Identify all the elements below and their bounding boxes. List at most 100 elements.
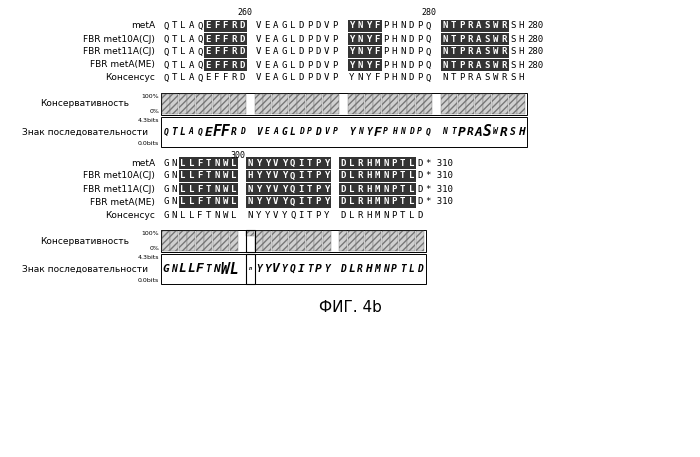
- Text: Q: Q: [426, 21, 431, 31]
- Bar: [365, 59, 373, 71]
- Text: R: R: [468, 48, 473, 57]
- Bar: [373, 46, 382, 58]
- Text: n: n: [248, 266, 252, 271]
- Text: F: F: [212, 124, 221, 139]
- Text: G: G: [281, 34, 287, 43]
- Bar: [213, 231, 220, 251]
- Text: * 310: * 310: [426, 185, 452, 193]
- Text: Консервативность: Консервативность: [41, 100, 130, 108]
- Bar: [204, 59, 213, 71]
- Bar: [297, 196, 305, 208]
- Bar: [356, 170, 365, 182]
- Text: M: M: [374, 197, 380, 207]
- Text: P: P: [332, 48, 338, 57]
- Text: Y: Y: [265, 171, 270, 181]
- Text: T: T: [172, 74, 177, 83]
- Text: * 310: * 310: [426, 197, 452, 207]
- Text: R: R: [231, 34, 237, 43]
- Text: N: N: [172, 185, 177, 193]
- Bar: [339, 183, 347, 195]
- Bar: [440, 59, 449, 71]
- Text: F: F: [197, 197, 202, 207]
- Text: A: A: [273, 60, 279, 69]
- Bar: [178, 170, 187, 182]
- Bar: [238, 94, 246, 114]
- Text: G: G: [281, 48, 287, 57]
- Bar: [238, 46, 246, 58]
- Bar: [272, 183, 280, 195]
- Text: A: A: [476, 21, 482, 31]
- Bar: [221, 59, 230, 71]
- Text: L: L: [180, 159, 186, 168]
- Bar: [373, 33, 382, 45]
- Bar: [373, 157, 382, 169]
- Text: P: P: [316, 185, 321, 193]
- Text: L: L: [188, 211, 194, 219]
- Text: W: W: [223, 211, 228, 219]
- Bar: [204, 94, 212, 114]
- Bar: [347, 20, 356, 32]
- Bar: [407, 157, 416, 169]
- Bar: [340, 231, 347, 251]
- Bar: [204, 157, 213, 169]
- Text: Y: Y: [324, 185, 330, 193]
- Bar: [178, 196, 187, 208]
- Text: D: D: [340, 264, 346, 274]
- Text: E: E: [265, 60, 270, 69]
- Text: F: F: [196, 262, 204, 276]
- Text: A: A: [273, 128, 278, 137]
- Text: N: N: [400, 34, 405, 43]
- Text: V: V: [273, 185, 279, 193]
- Text: N: N: [214, 171, 219, 181]
- Bar: [483, 46, 491, 58]
- Bar: [305, 183, 314, 195]
- Text: N: N: [214, 159, 219, 168]
- Bar: [407, 94, 415, 114]
- Bar: [348, 231, 356, 251]
- Text: L: L: [180, 34, 186, 43]
- Text: M: M: [374, 159, 380, 168]
- Bar: [365, 157, 373, 169]
- Text: W: W: [223, 197, 228, 207]
- Bar: [365, 170, 373, 182]
- Text: R: R: [467, 127, 474, 137]
- Text: G: G: [163, 211, 169, 219]
- Bar: [365, 196, 373, 208]
- Text: V: V: [324, 74, 330, 83]
- Text: W: W: [223, 171, 228, 181]
- Text: L: L: [180, 74, 186, 83]
- Text: M: M: [374, 211, 380, 219]
- Text: V: V: [273, 211, 279, 219]
- Bar: [263, 170, 272, 182]
- Bar: [162, 231, 169, 251]
- Bar: [161, 93, 527, 115]
- Bar: [187, 170, 195, 182]
- Text: H: H: [391, 48, 397, 57]
- Text: Y: Y: [366, 48, 372, 57]
- Text: A: A: [476, 34, 482, 43]
- Text: T: T: [172, 127, 177, 137]
- Bar: [356, 59, 365, 71]
- Text: S: S: [484, 34, 490, 43]
- Text: Q: Q: [163, 60, 169, 69]
- Bar: [306, 231, 314, 251]
- Text: P: P: [391, 171, 397, 181]
- Text: T: T: [451, 60, 456, 69]
- Text: A: A: [273, 34, 279, 43]
- Text: F: F: [223, 74, 228, 83]
- Text: S: S: [510, 21, 515, 31]
- Text: V: V: [324, 21, 330, 31]
- Bar: [221, 94, 229, 114]
- Bar: [187, 183, 195, 195]
- Text: Y: Y: [281, 264, 287, 274]
- Bar: [221, 231, 229, 251]
- Text: G: G: [162, 264, 169, 274]
- Text: L: L: [349, 171, 354, 181]
- Bar: [365, 20, 373, 32]
- Text: L: L: [290, 74, 295, 83]
- Text: N: N: [358, 128, 363, 137]
- Text: H: H: [366, 211, 372, 219]
- Bar: [323, 196, 331, 208]
- Text: T: T: [451, 74, 456, 83]
- Text: P: P: [316, 197, 321, 207]
